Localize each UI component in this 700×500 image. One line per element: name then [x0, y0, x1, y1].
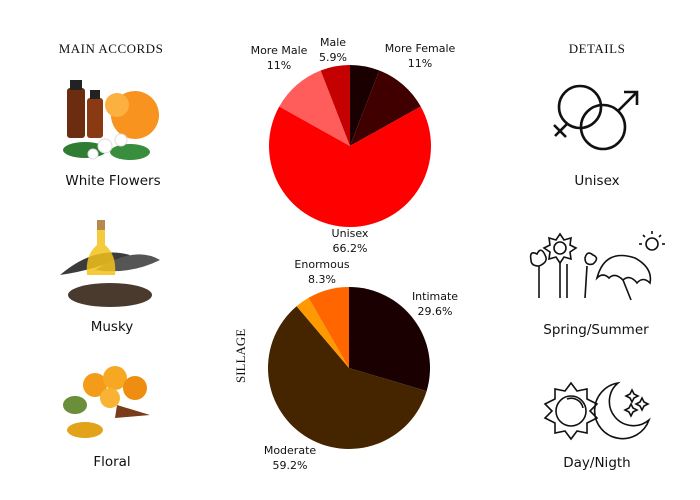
spring-summer-icon: [529, 231, 665, 301]
slice-label-male: Male 5.9%: [319, 36, 347, 64]
pie-slice-male: [320, 65, 350, 146]
accord-label: Floral: [93, 454, 131, 470]
slice-label-more-female: More Female 11%: [384, 42, 456, 70]
floral-image: [63, 366, 150, 438]
pie-slice-unisex: [269, 106, 431, 228]
accord-label: White Flowers: [65, 173, 161, 189]
detail-label: Day/Nigth: [563, 455, 631, 471]
slice-label-moderate: Moderate 59.2%: [263, 444, 317, 472]
musky-image: [60, 220, 160, 307]
accord-label: Musky: [90, 319, 134, 335]
pie-slice-strong: [296, 297, 349, 368]
pie-slice-intimate: [349, 287, 430, 392]
pie-slice-female: [350, 65, 380, 146]
sillage-pie: [268, 287, 430, 450]
sillage-title: SILLAGE: [233, 328, 248, 383]
day-night-icon: [543, 381, 651, 441]
slice-label-enormous: Enormous 8.3%: [294, 258, 350, 286]
pie-slice-more-male: [279, 70, 350, 146]
main-accords-heading: MAIN ACCORDS: [58, 41, 164, 56]
slice-label-intimate: Intimate 29.6%: [411, 290, 459, 318]
pie-slice-more-female: [350, 70, 421, 146]
slice-label-unisex: Unisex 66.2%: [331, 227, 369, 255]
pie-slice-enormous: [308, 287, 349, 368]
detail-label: Unisex: [574, 173, 620, 189]
white-flowers-image: [63, 80, 159, 160]
slice-label-more-male: More Male 11%: [250, 44, 308, 72]
details-heading: DETAILS: [568, 41, 626, 56]
detail-label: Spring/Summer: [543, 322, 649, 338]
pie-slice-moderate: [268, 306, 427, 450]
gender-pie: [269, 65, 431, 228]
gender-unisex-icon: [553, 84, 639, 151]
